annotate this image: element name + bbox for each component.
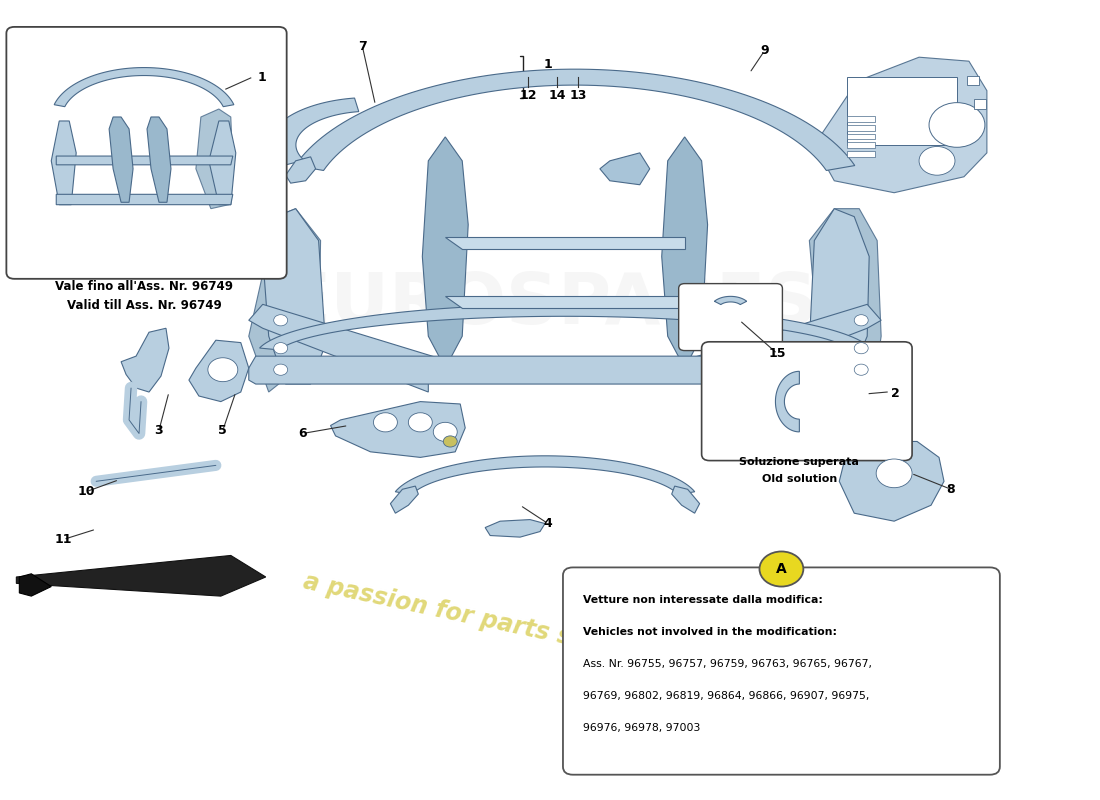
Polygon shape	[684, 304, 881, 392]
Polygon shape	[20, 574, 52, 596]
Text: 12: 12	[519, 89, 537, 102]
Polygon shape	[147, 117, 170, 202]
Polygon shape	[249, 304, 446, 392]
Polygon shape	[286, 157, 316, 183]
Bar	[967, 75, 979, 85]
FancyBboxPatch shape	[563, 567, 1000, 774]
Polygon shape	[121, 328, 169, 392]
Text: A: A	[776, 562, 786, 576]
Polygon shape	[249, 209, 320, 392]
Bar	[847, 134, 876, 139]
Polygon shape	[839, 442, 944, 521]
Polygon shape	[295, 69, 855, 170]
Text: 2: 2	[891, 387, 900, 400]
Text: 7: 7	[359, 40, 366, 54]
Text: Valid till Ass. Nr. 96749: Valid till Ass. Nr. 96749	[67, 298, 221, 312]
Text: 10: 10	[77, 485, 95, 498]
Circle shape	[855, 314, 868, 326]
Bar	[847, 116, 876, 122]
Text: Soluzione superata: Soluzione superata	[739, 458, 859, 467]
Text: Old solution: Old solution	[761, 474, 837, 484]
Polygon shape	[485, 519, 544, 537]
Polygon shape	[446, 237, 684, 249]
Text: 1: 1	[543, 58, 552, 70]
Circle shape	[759, 551, 803, 586]
Circle shape	[930, 102, 984, 147]
Polygon shape	[672, 486, 700, 514]
Circle shape	[408, 413, 432, 432]
Bar	[847, 125, 876, 130]
Text: 13: 13	[569, 89, 586, 102]
Bar	[974, 99, 986, 109]
FancyBboxPatch shape	[679, 284, 782, 350]
Text: 14: 14	[548, 89, 565, 102]
Polygon shape	[56, 156, 233, 165]
Polygon shape	[16, 555, 266, 596]
Text: 11: 11	[55, 533, 72, 546]
Text: Vale fino all'Ass. Nr. 96749: Vale fino all'Ass. Nr. 96749	[55, 281, 233, 294]
Circle shape	[373, 413, 397, 432]
Text: Ass. Nr. 96755, 96757, 96759, 96763, 96765, 96767,: Ass. Nr. 96755, 96757, 96759, 96763, 967…	[583, 659, 872, 669]
Text: 4: 4	[543, 517, 552, 530]
Bar	[847, 142, 876, 148]
Circle shape	[274, 314, 288, 326]
Polygon shape	[395, 456, 695, 494]
Circle shape	[433, 422, 458, 442]
Polygon shape	[54, 67, 234, 106]
Circle shape	[274, 342, 288, 354]
Polygon shape	[196, 109, 233, 209]
Polygon shape	[776, 371, 800, 432]
Text: 3: 3	[155, 424, 163, 437]
Polygon shape	[331, 402, 465, 458]
Polygon shape	[422, 137, 469, 368]
Polygon shape	[260, 304, 870, 350]
Circle shape	[443, 436, 458, 447]
Polygon shape	[249, 356, 881, 384]
Polygon shape	[52, 121, 76, 205]
Polygon shape	[446, 296, 684, 308]
Polygon shape	[810, 209, 869, 384]
Bar	[847, 77, 957, 145]
Polygon shape	[209, 121, 235, 205]
Polygon shape	[263, 209, 326, 384]
Circle shape	[920, 146, 955, 175]
Circle shape	[274, 364, 288, 375]
Text: 6: 6	[298, 427, 307, 440]
Polygon shape	[189, 340, 249, 402]
Polygon shape	[600, 153, 650, 185]
Polygon shape	[662, 137, 707, 368]
Text: Vetture non interessate dalla modifica:: Vetture non interessate dalla modifica:	[583, 595, 823, 606]
Polygon shape	[109, 117, 133, 202]
Text: a passion for parts since 1985: a passion for parts since 1985	[300, 570, 700, 677]
FancyBboxPatch shape	[7, 27, 287, 279]
Text: 15: 15	[769, 347, 786, 360]
Text: 9: 9	[760, 44, 769, 58]
Polygon shape	[268, 98, 359, 166]
Circle shape	[877, 459, 912, 488]
Text: 1: 1	[257, 71, 266, 84]
Polygon shape	[390, 486, 418, 514]
Polygon shape	[56, 194, 233, 205]
Text: 5: 5	[219, 424, 228, 437]
Polygon shape	[810, 209, 881, 392]
FancyBboxPatch shape	[702, 342, 912, 461]
Circle shape	[208, 358, 238, 382]
Circle shape	[855, 364, 868, 375]
Text: EUROSPARES: EUROSPARES	[282, 270, 818, 339]
Bar	[847, 151, 876, 157]
Circle shape	[855, 342, 868, 354]
Text: Vehicles not involved in the modification:: Vehicles not involved in the modificatio…	[583, 627, 837, 638]
Polygon shape	[814, 57, 987, 193]
Polygon shape	[714, 296, 747, 305]
Text: 96769, 96802, 96819, 96864, 96866, 96907, 96975,: 96769, 96802, 96819, 96864, 96866, 96907…	[583, 691, 869, 701]
Text: 8: 8	[947, 482, 955, 496]
Text: 96976, 96978, 97003: 96976, 96978, 97003	[583, 723, 701, 733]
